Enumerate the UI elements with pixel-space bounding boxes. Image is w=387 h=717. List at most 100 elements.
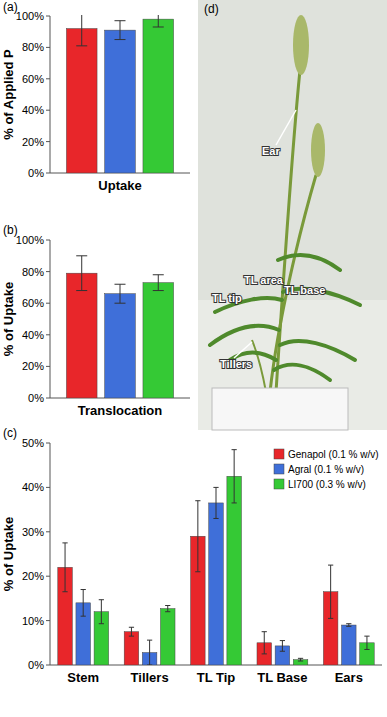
y-axis <box>50 240 51 398</box>
y-axis-title: % of Uptake <box>1 517 16 591</box>
bar <box>143 19 174 173</box>
tick-mark <box>46 47 50 48</box>
error-bar <box>280 641 285 652</box>
tick-label: 20% <box>22 136 44 148</box>
y-axis-title: % of Applied P <box>1 49 16 140</box>
tick-label: 20% <box>22 570 44 582</box>
pot <box>212 388 348 430</box>
leaf <box>210 326 279 345</box>
tick-mark <box>46 240 50 241</box>
error-bar <box>76 15 87 46</box>
error-bar <box>346 624 351 627</box>
error-bar <box>153 275 164 291</box>
chart-panel: (a)% of Applied P0%20%40%60%80%100%Uptak… <box>1 0 190 193</box>
error-bar <box>76 256 87 291</box>
tick-mark <box>46 366 50 367</box>
photo-label: TL tip <box>212 292 242 304</box>
tick-label: 60% <box>22 297 44 309</box>
tick-label: 60% <box>22 73 44 85</box>
legend-label: Agral (0.1 % w/v) <box>288 464 364 475</box>
tick-label: 0% <box>28 659 44 671</box>
error-bar <box>81 590 86 617</box>
tick-mark <box>46 16 50 17</box>
error-bar <box>147 640 152 665</box>
error-bar <box>99 600 104 624</box>
photo-label: TL base <box>284 284 325 296</box>
tick-mark <box>46 141 50 142</box>
tick-mark <box>46 271 50 272</box>
tick-mark <box>46 78 50 79</box>
tick-mark <box>46 576 50 577</box>
error-bar <box>262 632 267 654</box>
chart-panel: (b)% of Uptake0%20%40%60%80%100%Transloc… <box>1 223 190 418</box>
tick-label: 80% <box>22 41 44 53</box>
error-bar <box>129 627 134 636</box>
legend-swatch <box>274 464 284 474</box>
tick-mark <box>46 173 50 174</box>
tick-label: 40% <box>22 329 44 341</box>
bar <box>66 273 97 398</box>
figure: (a)% of Applied P0%20%40%60%80%100%Uptak… <box>0 0 387 717</box>
category-label: Tillers <box>131 670 169 685</box>
error-bar <box>298 658 303 661</box>
error-bar <box>62 543 67 592</box>
bars <box>58 450 374 665</box>
bar <box>105 294 136 398</box>
y-axis <box>50 443 51 665</box>
bar <box>143 283 174 398</box>
tick-label: 0% <box>28 167 44 179</box>
legend-label: Genapol (0.1 % w/v) <box>288 449 379 460</box>
tick-label: 0% <box>28 392 44 404</box>
bar <box>342 625 357 665</box>
panel-label: (c) <box>3 426 17 440</box>
bar <box>209 503 224 665</box>
error-bar <box>114 284 125 303</box>
tick-mark <box>46 334 50 335</box>
error-bar <box>153 15 164 27</box>
error-bar <box>195 501 200 572</box>
error-bar <box>213 487 218 518</box>
bar <box>227 476 242 665</box>
photo-bench <box>198 300 387 430</box>
category-label: TL Tip <box>197 670 236 685</box>
error-bar <box>364 636 369 649</box>
y-axis-title: % of Uptake <box>1 282 16 356</box>
photo-arrow <box>234 342 252 358</box>
bar <box>66 29 97 173</box>
category-label: TL Base <box>257 670 307 685</box>
photo-label: TL area <box>244 274 284 286</box>
leaf <box>274 365 330 380</box>
tiller <box>252 340 266 392</box>
tick-label: 50% <box>22 437 44 449</box>
leaf <box>280 341 355 360</box>
tick-label: 20% <box>22 360 44 372</box>
ear <box>311 123 325 177</box>
tick-label: 100% <box>16 234 44 246</box>
legend: Genapol (0.1 % w/v)Agral (0.1 % w/v)LI70… <box>274 449 379 490</box>
bar <box>124 632 139 665</box>
y-axis <box>50 16 51 173</box>
tick-label: 10% <box>22 615 44 627</box>
photo-label: Tillers <box>220 358 252 370</box>
tick-label: 80% <box>22 266 44 278</box>
bar <box>160 609 175 665</box>
legend-swatch <box>274 479 284 489</box>
bars <box>66 256 173 398</box>
error-bar <box>328 565 333 618</box>
leaf <box>278 255 340 270</box>
legend-swatch <box>274 449 284 459</box>
tick-mark <box>46 665 50 666</box>
tick-mark <box>46 531 50 532</box>
photo-background <box>198 0 387 430</box>
bar <box>105 30 136 173</box>
category-label: Uptake <box>98 178 141 193</box>
panel-label: (d) <box>204 2 219 16</box>
category-label: Translocation <box>78 403 163 418</box>
tick-label: 100% <box>16 10 44 22</box>
tick-label: 40% <box>22 481 44 493</box>
photo-arrow <box>276 110 296 145</box>
tick-mark <box>46 110 50 111</box>
tick-mark <box>46 443 50 444</box>
error-bar <box>165 606 170 612</box>
error-bar <box>232 450 237 503</box>
